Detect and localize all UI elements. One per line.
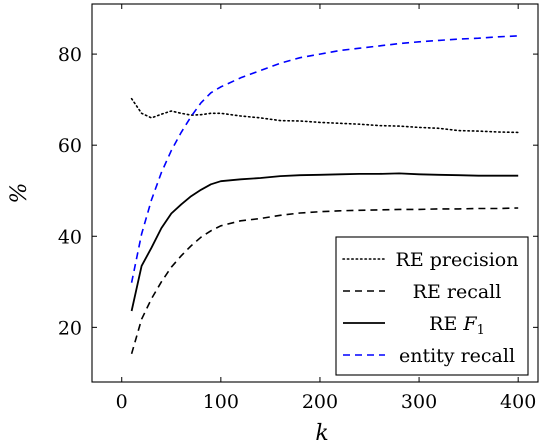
series-line-re-recall	[130, 207, 519, 355]
y-tick-label: 80	[58, 44, 82, 66]
y-tick-label: 60	[58, 135, 82, 157]
x-tick-label: 400	[500, 391, 536, 413]
legend: RE precision RE recall RE F1 entity recall	[335, 236, 529, 376]
x-axis-label: k	[315, 421, 328, 446]
series-line-re-f-1	[130, 172, 519, 312]
y-axis-label: %	[7, 183, 32, 204]
axis-ticks: 0 100 200 300 400 20 40 60 80	[58, 4, 538, 413]
series-line-re-precision	[130, 97, 520, 134]
legend-entry-label: RE F1	[429, 313, 485, 338]
legend-box	[335, 236, 529, 376]
legend-entry-label: RE precision	[396, 249, 519, 271]
legend-entry-label: RE recall	[413, 281, 502, 303]
series-line-entity-recall	[130, 35, 519, 283]
x-tick-label: 300	[401, 391, 437, 413]
plot-frame	[91, 3, 539, 383]
x-tick-label: 100	[203, 391, 239, 413]
x-tick-label: 200	[302, 391, 338, 413]
legend-entry-label: entity recall	[399, 345, 515, 367]
x-tick-label: 0	[116, 391, 128, 413]
y-tick-label: 40	[58, 226, 82, 248]
y-tick-label: 20	[58, 317, 82, 339]
series-group	[130, 35, 520, 355]
